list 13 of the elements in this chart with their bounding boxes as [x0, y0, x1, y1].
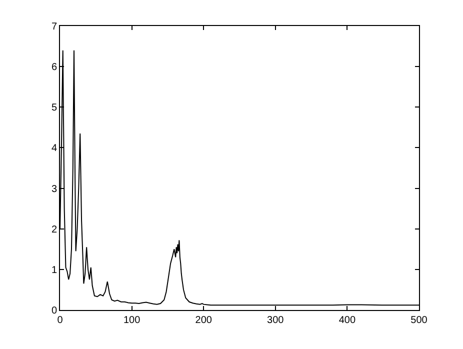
- y-tick-label: 4: [51, 143, 58, 154]
- y-tick-label: 7: [51, 22, 58, 32]
- x-tick-label: 200: [195, 315, 212, 326]
- y-tick-label: 0: [51, 306, 58, 316]
- x-tick-label: 400: [338, 315, 356, 326]
- y-tick-label: 6: [51, 62, 58, 74]
- y-tick-label: 1: [51, 264, 58, 276]
- y-tick-label: 5: [51, 102, 58, 114]
- x-tick-label: 300: [267, 315, 284, 326]
- x-tick-label: 500: [410, 315, 428, 326]
- y-tick-label: 2: [51, 224, 58, 236]
- x-tick-label: 100: [123, 315, 141, 326]
- y-tick-label: 3: [51, 184, 58, 195]
